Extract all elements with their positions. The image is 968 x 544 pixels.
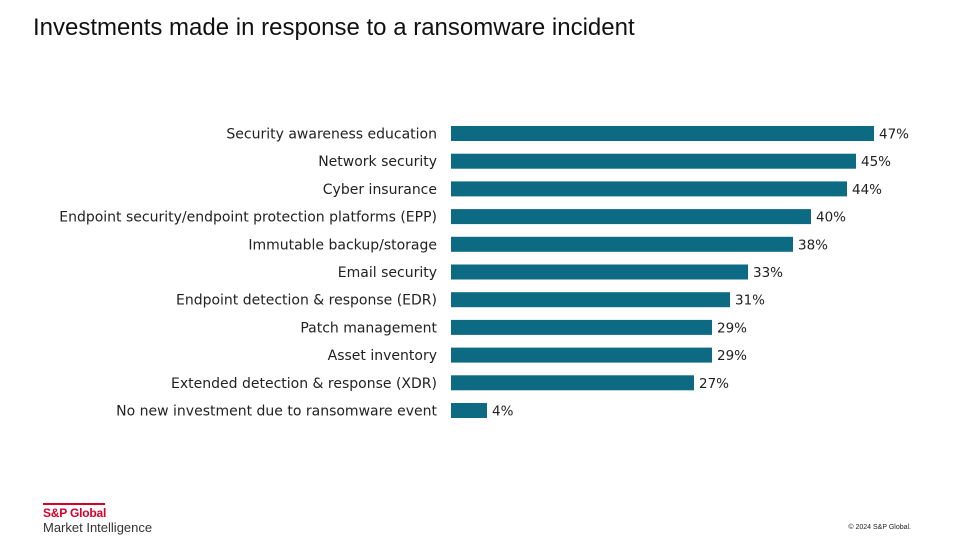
category-label: Endpoint security/endpoint protection pl…	[59, 210, 437, 226]
category-labels: Security awareness education Network secu…	[59, 127, 437, 420]
category-label: Extended detection & response (XDR)	[171, 376, 437, 392]
category-label: Patch management	[300, 320, 437, 336]
value-label: 29%	[717, 320, 747, 336]
category-label: Email security	[338, 265, 437, 281]
value-label: 29%	[717, 348, 747, 364]
value-label: 40%	[816, 210, 846, 226]
category-label: Network security	[318, 154, 437, 170]
bar	[451, 347, 712, 363]
value-label: 33%	[753, 265, 783, 281]
sp-global-logo: S&P Global Market Intelligence	[43, 503, 152, 536]
value-label: 38%	[798, 237, 828, 253]
value-label: 47%	[879, 127, 909, 143]
bar	[451, 403, 487, 418]
value-label: 4%	[492, 404, 514, 420]
category-label: Cyber insurance	[323, 182, 437, 198]
category-label: Endpoint detection & response (EDR)	[176, 293, 437, 309]
value-label: 45%	[861, 154, 891, 170]
copyright-notice: © 2024 S&P Global.	[848, 524, 911, 531]
category-label: Immutable backup/storage	[248, 237, 437, 253]
category-label: Security awareness education	[226, 127, 437, 143]
bar	[451, 209, 811, 225]
logo-subtitle: Market Intelligence	[43, 520, 153, 535]
bar	[451, 153, 856, 169]
page-title: Investments made in response to a ransom…	[33, 14, 635, 41]
value-label: 31%	[735, 293, 765, 309]
value-label: 44%	[852, 182, 882, 198]
bar	[451, 319, 712, 335]
bar	[451, 375, 694, 391]
bar	[451, 264, 748, 280]
value-label: 27%	[699, 376, 729, 392]
bar	[451, 292, 730, 308]
logo-rule	[43, 503, 105, 505]
bar	[451, 181, 847, 197]
category-label: No new investment due to ransomware even…	[116, 404, 437, 420]
value-labels: 47% 45% 44% 40% 38% 33% 31% 29% 29% 27% 4%	[492, 127, 909, 420]
logo-brand: S&P Global	[43, 506, 107, 520]
bar	[451, 126, 874, 141]
category-label: Asset inventory	[328, 348, 437, 364]
bars-group	[451, 126, 874, 418]
bar	[451, 236, 793, 252]
